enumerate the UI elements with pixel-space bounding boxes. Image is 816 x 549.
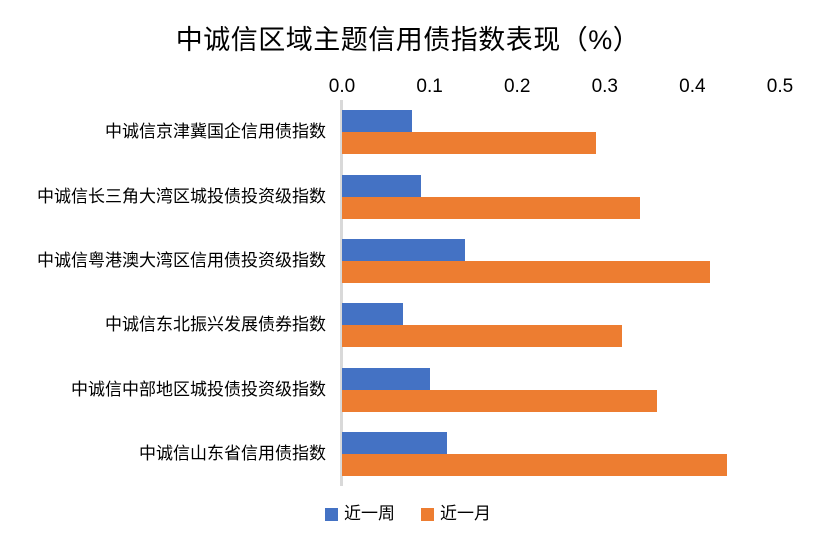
legend-label: 近一月 <box>440 504 491 523</box>
bar-month <box>342 389 658 412</box>
x-tick-label: 0.4 <box>679 76 706 97</box>
bar-week <box>342 367 430 390</box>
category-label: 中诚信山东省信用债指数 <box>139 443 326 463</box>
y-axis-category-labels: 中诚信京津冀国企信用债指数中诚信长三角大湾区城投债投资级指数 中诚信粤港澳大湾区信… <box>0 100 336 486</box>
category-label: 中诚信中部地区城投债投资级指数 <box>71 379 326 399</box>
value-axis-line <box>340 100 343 486</box>
x-tick-label: 0.1 <box>416 76 443 97</box>
bar-group <box>342 110 780 155</box>
bar-week <box>342 110 413 133</box>
legend-item-month[interactable]: 近一月 <box>421 505 491 523</box>
bar-group <box>342 367 780 412</box>
bar-week <box>342 303 404 326</box>
bar-month <box>342 453 728 476</box>
bar-week <box>342 174 421 197</box>
chart-title: 中诚信区域主题信用债指数表现（%） <box>175 25 641 55</box>
bar-month <box>342 260 710 283</box>
legend-swatch-icon <box>325 507 338 521</box>
bar-month <box>342 325 623 348</box>
bar-group <box>342 174 780 219</box>
bar-month <box>342 132 597 155</box>
bar-month <box>342 196 640 219</box>
bar-group <box>342 303 780 348</box>
x-tick-label: 0.3 <box>591 76 618 97</box>
bar-group <box>342 238 780 283</box>
legend-item-week[interactable]: 近一周 <box>325 505 395 523</box>
legend-swatch-icon <box>421 507 434 521</box>
x-axis-tick-labels: 0.0 0.1 0.2 0.3 0.4 0.5 <box>0 76 816 100</box>
plot-area <box>340 100 780 486</box>
x-tick-label: 0.5 <box>766 76 794 97</box>
chart-legend: 近一周 近一月 <box>0 505 816 523</box>
category-label: 中诚信粤港澳大湾区信用债投资级指数 <box>37 250 326 270</box>
x-tick-label: 0.0 <box>328 76 356 97</box>
bar-group <box>342 431 780 476</box>
category-label: 中诚信京津冀国企信用债指数 <box>105 122 326 142</box>
category-label: 中诚信东北振兴发展债券指数 <box>105 315 326 335</box>
x-tick-label: 0.2 <box>503 76 531 97</box>
bar-week <box>342 431 448 454</box>
bar-week <box>342 238 465 261</box>
category-label: 中诚信长三角大湾区城投债投资级指数 <box>37 186 326 206</box>
legend-label: 近一周 <box>344 504 395 523</box>
